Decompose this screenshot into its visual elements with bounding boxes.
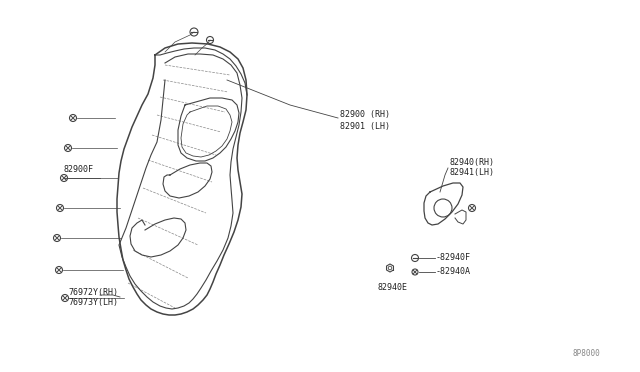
Text: 82900F: 82900F (63, 166, 93, 174)
Text: 82900 (RH): 82900 (RH) (340, 110, 390, 119)
Text: -82940F: -82940F (436, 253, 471, 263)
Text: 76972Y(RH): 76972Y(RH) (68, 288, 118, 296)
Text: 82901 (LH): 82901 (LH) (340, 122, 390, 131)
Text: -82940A: -82940A (436, 267, 471, 276)
Text: 76973Y(LH): 76973Y(LH) (68, 298, 118, 308)
Text: 82940(RH): 82940(RH) (450, 157, 495, 167)
Text: 82941(LH): 82941(LH) (450, 169, 495, 177)
Text: 82940E: 82940E (378, 283, 408, 292)
Text: 8P8000: 8P8000 (572, 349, 600, 358)
